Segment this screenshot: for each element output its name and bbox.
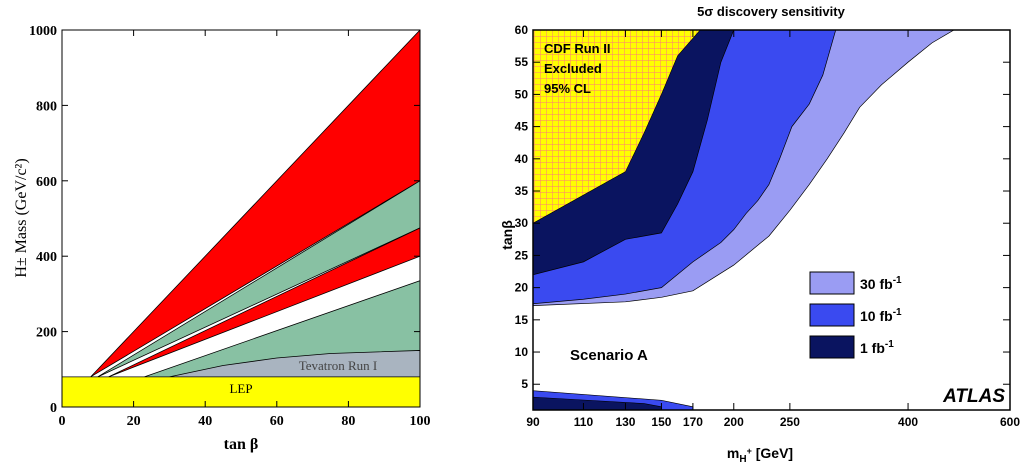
- right-x-tick-label: 150: [651, 415, 671, 429]
- left-annotation-tevatron: Tevatron Run I: [299, 358, 378, 373]
- legend-swatch-1-fb: [809, 335, 855, 359]
- left-y-tick-label: 200: [36, 326, 57, 341]
- right-x-tick-label: 90: [526, 415, 540, 429]
- right-y-tick-label: 25: [515, 248, 529, 262]
- legend-label-1-fb: 1 fb-1: [860, 339, 894, 356]
- left-x-tick-label: 0: [59, 414, 66, 429]
- right-y-tick-label: 35: [515, 184, 529, 198]
- right-x-tick-label: 200: [724, 415, 744, 429]
- left-y-axis-label: H± Mass (GeV/c²): [13, 158, 30, 277]
- right-x-tick-label: 400: [898, 415, 918, 429]
- legend-label-10-fb: 10 fb-1: [860, 307, 902, 324]
- legend: 30 fb-1 10 fb-1 1 fb-1: [809, 271, 902, 359]
- region-green-1: [97, 180, 420, 378]
- right-y-tick-label: 30: [515, 216, 529, 230]
- left-x-tick-label: 100: [410, 414, 431, 429]
- low-tanb-band-1-fb: [533, 396, 662, 410]
- left-x-tick-label: 80: [341, 414, 355, 429]
- right-y-tick-label: 40: [515, 152, 529, 166]
- left-plot-frame: [61, 29, 421, 408]
- left-x-axis-label: tan β: [224, 436, 259, 453]
- cdf-line-2: Excluded: [544, 61, 602, 76]
- cdf-annotation: CDF Run II Excluded 95% CL: [544, 41, 610, 96]
- right-x-tick-label: 110: [574, 415, 594, 429]
- right-y-tick-label: 60: [515, 23, 529, 37]
- right-title: 5σ discovery sensitivity: [697, 4, 845, 19]
- right-chart: 5σ discovery sensitivity 90 110 130 150 170 2…: [499, 4, 1020, 465]
- left-y-tick-label: 0: [50, 401, 57, 416]
- left-y-tick-label: 400: [36, 250, 57, 265]
- right-y-tick-label: 55: [515, 55, 529, 69]
- right-plot-frame: [532, 29, 1011, 411]
- left-x-tick-label: 40: [198, 414, 212, 429]
- left-x-tick-label: 60: [270, 414, 284, 429]
- right-x-tick-label: 250: [780, 415, 800, 429]
- left-y-tick-label: 600: [36, 175, 57, 190]
- right-y-tick-label: 15: [515, 313, 529, 327]
- right-y-tick-label: 50: [515, 87, 529, 101]
- region-red-0: [90, 30, 420, 378]
- right-x-tick-label: 130: [615, 415, 635, 429]
- legend-swatch-10-fb: [809, 303, 855, 327]
- right-y-tick-label: 45: [515, 120, 529, 134]
- legend-swatch-30-fb: [809, 271, 855, 295]
- region-red-2: [108, 227, 420, 378]
- region-yellow-5: [62, 376, 420, 407]
- left-y-tick-label: 800: [36, 99, 57, 114]
- cdf-excluded-region-top: [533, 30, 701, 224]
- right-y-tick-label: 20: [515, 281, 529, 295]
- left-y-tick-label: 1000: [29, 24, 57, 39]
- right-y-tick-label: 10: [515, 345, 529, 359]
- cdf-line-3: 95% CL: [544, 81, 591, 96]
- cdf-line-1: CDF Run II: [544, 41, 610, 56]
- right-x-tick-label: 600: [1000, 415, 1020, 429]
- right-y-axis-label: tanβ: [499, 220, 515, 250]
- scenario-label: Scenario A: [570, 347, 648, 364]
- right-y-tick-label: 5: [521, 377, 528, 391]
- right-x-axis-label: mH+ [GeV]: [727, 445, 793, 465]
- atlas-label: ATLAS: [942, 386, 1005, 407]
- region-grey-4: [169, 350, 420, 378]
- legend-label-30-fb: 30 fb-1: [860, 275, 902, 292]
- right-x-tick-label: 170: [683, 415, 703, 429]
- left-annotation-lep: LEP: [229, 381, 252, 396]
- left-x-tick-label: 20: [127, 414, 141, 429]
